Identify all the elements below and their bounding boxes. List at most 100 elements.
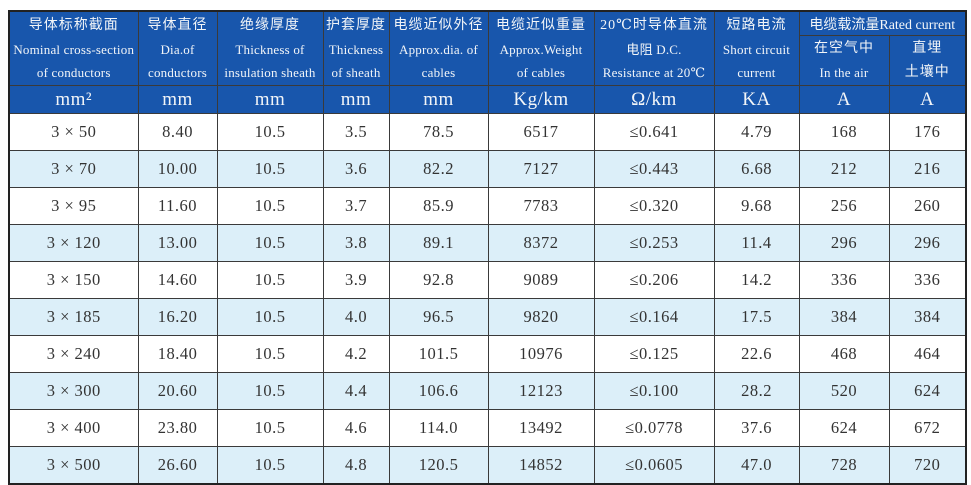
table-cell: 3 × 240	[8, 335, 139, 373]
table-cell: 10.5	[216, 150, 324, 188]
unit-cell: mm	[216, 85, 324, 114]
header-label-zh: 绝缘厚度	[240, 17, 300, 33]
header-label-en: Resistance at 20℃	[602, 64, 706, 80]
table-cell: 720	[888, 446, 967, 485]
table-row: 3 × 400 23.80 10.5 4.6 114.0 13492 ≤0.0778 37.6…	[8, 409, 967, 447]
table-cell: 92.8	[388, 261, 489, 299]
table-row: 3 × 50 8.40 10.5 3.5 78.5 6517 ≤0.641 4.79 168 17…	[8, 113, 967, 151]
table-cell: 176	[888, 113, 967, 151]
table-cell: 14.2	[713, 261, 800, 299]
header-label-en: Dia.of	[160, 41, 195, 57]
table-cell: 3.7	[322, 187, 390, 225]
table-cell: 16.20	[137, 298, 218, 336]
table-cell: 78.5	[388, 113, 489, 151]
table-row: 3 × 150 14.60 10.5 3.9 92.8 9089 ≤0.206 14.2 336…	[8, 261, 967, 299]
header-label-en: In the air	[819, 65, 869, 80]
col-header-sheath-thickness: 护套厚度 Thickness of sheath	[322, 10, 390, 86]
table-cell: 17.5	[713, 298, 800, 336]
table-cell: 3 × 95	[8, 187, 139, 225]
header-label-en: Approx.dia. of	[399, 41, 478, 57]
header-label-zh: 20℃时导体直流	[600, 17, 708, 33]
table-cell: 13492	[487, 409, 595, 447]
unit-cell: mm²	[8, 85, 139, 114]
table-cell: 8.40	[137, 113, 218, 151]
table-cell: 89.1	[388, 224, 489, 262]
table-cell: 728	[798, 446, 890, 485]
header-label-zh: 电缆近似重量	[496, 17, 586, 33]
table-cell: 3 × 50	[8, 113, 139, 151]
table-cell: 26.60	[137, 446, 218, 485]
table-cell: 8372	[487, 224, 595, 262]
table-cell: 96.5	[388, 298, 489, 336]
table-row: 3 × 120 13.00 10.5 3.8 89.1 8372 ≤0.253 11.4 296…	[8, 224, 967, 262]
table-cell: 4.6	[322, 409, 390, 447]
table-cell: 4.8	[322, 446, 390, 485]
table-cell: 3 × 300	[8, 372, 139, 410]
table-cell: 10.00	[137, 150, 218, 188]
table-cell: 468	[798, 335, 890, 373]
table-cell: 23.80	[137, 409, 218, 447]
table-cell: 336	[798, 261, 890, 299]
table-cell: 260	[888, 187, 967, 225]
table-cell: 3.9	[322, 261, 390, 299]
col-header-approx-weight: 电缆近似重量 Approx.Weight of cables	[487, 10, 595, 86]
table-cell: ≤0.320	[593, 187, 715, 225]
table-row: 3 × 185 16.20 10.5 4.0 96.5 9820 ≤0.164 17.5 384…	[8, 298, 967, 336]
cable-spec-sheet: 导体标称截面 Nominal cross-section of conducto…	[8, 10, 968, 485]
table-cell: 4.2	[322, 335, 390, 373]
table-cell: 464	[888, 335, 967, 373]
table-row: 3 × 300 20.60 10.5 4.4 106.6 12123 ≤0.100 28.2 5…	[8, 372, 967, 410]
table-cell: 296	[888, 224, 967, 262]
table-cell: ≤0.641	[593, 113, 715, 151]
table-cell: 10.5	[216, 298, 324, 336]
table-cell: 3 × 70	[8, 150, 139, 188]
unit-cell: Kg/km	[487, 85, 595, 114]
col-header-nominal-cross-section: 导体标称截面 Nominal cross-section of conducto…	[8, 10, 139, 86]
table-cell: 114.0	[388, 409, 489, 447]
table-cell: 10976	[487, 335, 595, 373]
table-cell: 82.2	[388, 150, 489, 188]
header-label-en: Thickness of	[235, 41, 305, 57]
table-cell: 10.5	[216, 224, 324, 262]
header-label-zh: 导体标称截面	[28, 17, 119, 33]
table-cell: 9820	[487, 298, 595, 336]
col-header-buried-in-soil: 直埋 土壤中	[888, 35, 967, 86]
table-cell: 7127	[487, 150, 595, 188]
table-cell: ≤0.253	[593, 224, 715, 262]
header-label-en: of conductors	[36, 64, 111, 80]
header-label-zh: 在空气中	[814, 41, 874, 56]
table-cell: 624	[798, 409, 890, 447]
header-label-zh: 护套厚度	[326, 17, 386, 33]
header-label-zh: 土壤中	[904, 64, 950, 80]
table-cell: 10.5	[216, 409, 324, 447]
table-cell: 11.60	[137, 187, 218, 225]
table-row: 3 × 240 18.40 10.5 4.2 101.5 10976 ≤0.125 22.6 4…	[8, 335, 967, 373]
table-cell: 6517	[487, 113, 595, 151]
header-label-zh: 导体直径	[147, 17, 208, 33]
table-cell: 384	[798, 298, 890, 336]
col-header-short-circuit-current: 短路电流 Short circuit current	[713, 10, 800, 86]
table-cell: 101.5	[388, 335, 489, 373]
table-cell: 37.6	[713, 409, 800, 447]
table-cell: ≤0.125	[593, 335, 715, 373]
header-label-en: of sheath	[331, 64, 381, 80]
table-cell: 14.60	[137, 261, 218, 299]
header-label-en: current	[737, 64, 776, 80]
header-label-zh: 短路电流	[726, 17, 787, 33]
table-row: 3 × 500 26.60 10.5 4.8 120.5 14852 ≤0.0605 47.0…	[8, 446, 967, 485]
header-label-en: Nominal cross-section	[13, 41, 135, 57]
header-label-en: Approx.Weight	[499, 41, 583, 57]
unit-cell: mm	[137, 85, 218, 114]
table-cell: 7783	[487, 187, 595, 225]
table-cell: 3.6	[322, 150, 390, 188]
table-cell: 3.5	[322, 113, 390, 151]
unit-cell: A	[888, 85, 967, 114]
table-cell: 168	[798, 113, 890, 151]
table-cell: 3 × 500	[8, 446, 139, 485]
table-cell: 212	[798, 150, 890, 188]
table-cell: 10.5	[216, 335, 324, 373]
table-cell: ≤0.0778	[593, 409, 715, 447]
col-header-conductor-diameter: 导体直径 Dia.of conductors	[137, 10, 218, 86]
table-cell: 3 × 150	[8, 261, 139, 299]
table-cell: ≤0.206	[593, 261, 715, 299]
